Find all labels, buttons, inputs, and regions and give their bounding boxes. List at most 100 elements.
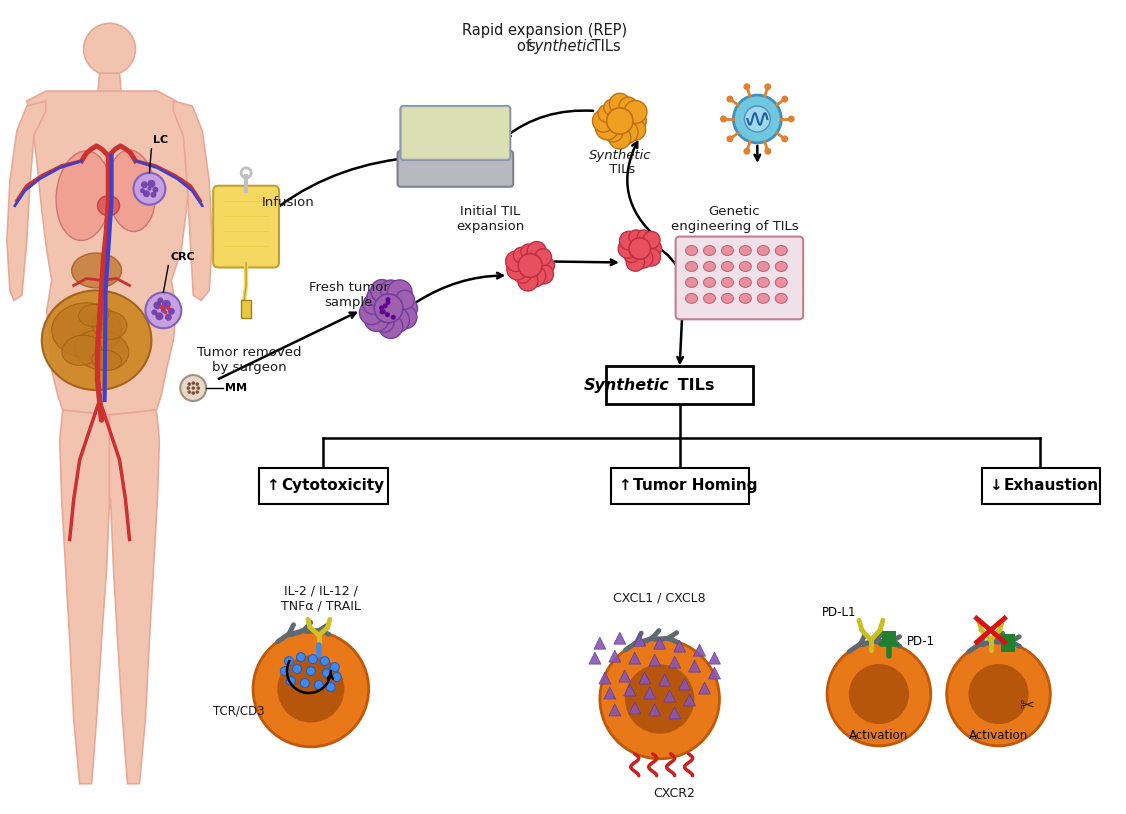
Circle shape	[385, 300, 391, 305]
Circle shape	[158, 297, 163, 304]
Circle shape	[359, 300, 384, 325]
Circle shape	[518, 253, 542, 278]
Text: CXCR2: CXCR2	[654, 786, 696, 799]
Ellipse shape	[722, 261, 733, 271]
Ellipse shape	[776, 261, 787, 271]
Circle shape	[164, 314, 172, 321]
Text: Infusion: Infusion	[261, 196, 314, 209]
Circle shape	[521, 244, 535, 259]
Ellipse shape	[758, 278, 769, 287]
Circle shape	[301, 679, 310, 688]
Circle shape	[167, 306, 170, 310]
FancyBboxPatch shape	[1001, 634, 1016, 652]
Circle shape	[145, 292, 181, 328]
Circle shape	[151, 309, 158, 315]
Polygon shape	[698, 682, 711, 694]
Circle shape	[596, 116, 619, 140]
Circle shape	[537, 256, 554, 274]
Ellipse shape	[686, 261, 697, 271]
Circle shape	[367, 288, 385, 306]
Text: LC: LC	[153, 135, 169, 145]
Circle shape	[849, 664, 909, 724]
Polygon shape	[649, 654, 661, 666]
Circle shape	[155, 313, 163, 320]
Circle shape	[285, 657, 294, 666]
Ellipse shape	[740, 278, 751, 287]
Circle shape	[153, 301, 161, 309]
Polygon shape	[628, 652, 641, 664]
Circle shape	[726, 135, 733, 142]
Text: TILs: TILs	[587, 39, 620, 55]
Circle shape	[968, 664, 1028, 724]
Circle shape	[788, 116, 795, 122]
Ellipse shape	[704, 261, 715, 271]
Ellipse shape	[776, 246, 787, 256]
Circle shape	[394, 305, 417, 329]
Polygon shape	[708, 652, 721, 664]
Text: Rapid expansion (REP): Rapid expansion (REP)	[463, 24, 627, 38]
FancyBboxPatch shape	[610, 468, 750, 504]
Text: TILs: TILs	[605, 163, 635, 176]
Circle shape	[306, 667, 315, 676]
Circle shape	[633, 248, 653, 268]
Ellipse shape	[686, 246, 697, 256]
Circle shape	[143, 190, 150, 197]
Polygon shape	[60, 410, 109, 784]
FancyBboxPatch shape	[401, 106, 510, 160]
FancyBboxPatch shape	[397, 151, 513, 186]
Circle shape	[524, 265, 546, 287]
Text: Activation: Activation	[849, 729, 909, 742]
Circle shape	[381, 280, 401, 300]
Circle shape	[385, 297, 391, 302]
Ellipse shape	[52, 303, 122, 357]
Circle shape	[330, 663, 339, 672]
Circle shape	[947, 642, 1051, 746]
Text: Synthetic: Synthetic	[584, 378, 670, 392]
Circle shape	[191, 392, 195, 395]
Text: Tumor removed
by surgeon: Tumor removed by surgeon	[197, 346, 302, 374]
Polygon shape	[599, 672, 610, 684]
Polygon shape	[27, 91, 191, 415]
Text: CXCL1 / CXCL8: CXCL1 / CXCL8	[614, 591, 706, 604]
Polygon shape	[663, 690, 676, 702]
Ellipse shape	[722, 246, 733, 256]
FancyBboxPatch shape	[982, 468, 1100, 504]
Text: ↑: ↑	[619, 479, 637, 493]
Circle shape	[148, 180, 155, 188]
Text: CRC: CRC	[170, 252, 195, 262]
Polygon shape	[619, 670, 631, 682]
Circle shape	[643, 231, 660, 248]
Polygon shape	[7, 101, 46, 300]
Circle shape	[781, 95, 788, 103]
Ellipse shape	[758, 293, 769, 304]
Ellipse shape	[72, 253, 122, 288]
FancyBboxPatch shape	[401, 106, 510, 160]
Polygon shape	[593, 637, 606, 650]
Circle shape	[162, 300, 171, 309]
Circle shape	[370, 279, 393, 302]
Text: Synthetic: Synthetic	[589, 149, 651, 162]
Circle shape	[765, 147, 771, 155]
Circle shape	[379, 314, 403, 339]
Circle shape	[134, 173, 166, 204]
Circle shape	[619, 97, 637, 116]
Circle shape	[646, 241, 662, 256]
Circle shape	[513, 265, 531, 283]
Ellipse shape	[776, 293, 787, 304]
Polygon shape	[679, 678, 690, 690]
FancyBboxPatch shape	[241, 300, 251, 318]
Polygon shape	[98, 73, 122, 96]
Ellipse shape	[722, 293, 733, 304]
Circle shape	[781, 135, 788, 142]
Ellipse shape	[740, 261, 751, 271]
Circle shape	[624, 119, 645, 140]
Circle shape	[615, 120, 638, 144]
Polygon shape	[654, 637, 665, 650]
Polygon shape	[669, 656, 680, 668]
Circle shape	[624, 247, 640, 262]
Polygon shape	[649, 704, 661, 716]
Circle shape	[196, 387, 200, 390]
Circle shape	[253, 631, 368, 746]
Circle shape	[187, 387, 190, 390]
Polygon shape	[708, 667, 721, 679]
